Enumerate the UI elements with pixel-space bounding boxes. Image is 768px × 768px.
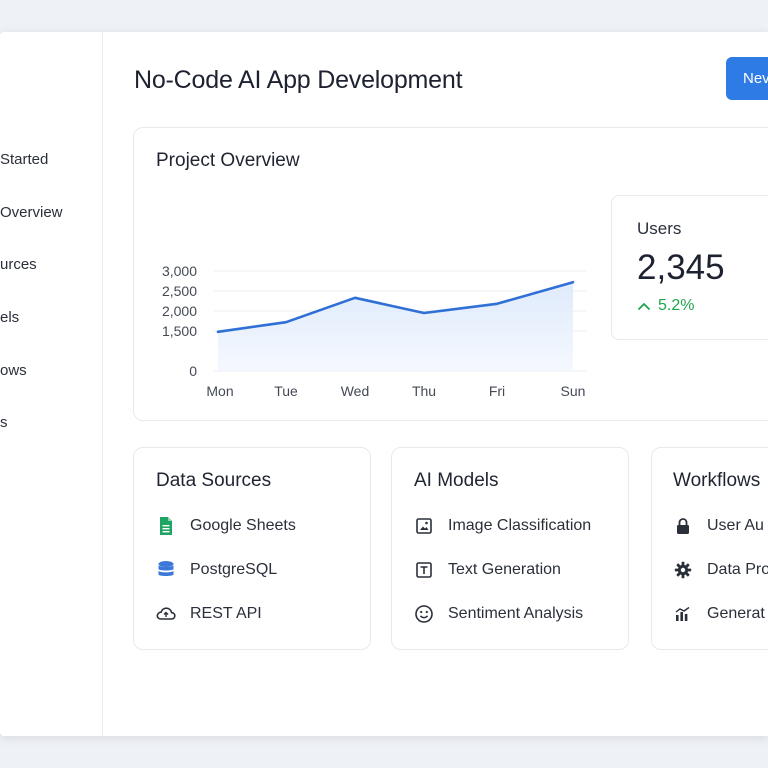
sidebar-item-overview[interactable]: Overview (0, 204, 63, 221)
gear-icon (673, 560, 693, 580)
smiley-icon (414, 604, 434, 624)
sidebar-item-models[interactable]: els (0, 309, 19, 326)
list-item-label: Google Sheets (190, 517, 296, 534)
sidebar-item-data-sources[interactable]: urces (0, 256, 37, 273)
list-item-generate-report[interactable]: Generat (673, 604, 765, 624)
data-sources-card: Data Sources Google Sheets PostgreSQL RE… (133, 447, 371, 650)
lock-icon (673, 516, 693, 536)
list-item-label: Data Pro (707, 561, 768, 578)
cloud-icon (156, 604, 176, 624)
y-tick-label: 1,500 (162, 323, 197, 339)
sidebar-item-settings[interactable]: s (0, 414, 8, 431)
series-area (218, 282, 573, 371)
y-tick-label: 2,500 (162, 283, 197, 299)
app-window: Started Overview urces els ows s No-Code… (0, 32, 768, 736)
sidebar: Started Overview urces els ows s (0, 32, 103, 736)
trend-up-icon (638, 303, 650, 310)
sidebar-item-label: urces (0, 256, 37, 273)
data-sources-title: Data Sources (156, 470, 272, 491)
list-item-rest-api[interactable]: REST API (156, 604, 262, 624)
sidebar-item-label: els (0, 309, 20, 326)
sidebar-item-getting-started[interactable]: Started (0, 151, 48, 168)
list-item-image-classification[interactable]: Image Classification (414, 516, 591, 536)
users-label: Users (637, 219, 682, 238)
list-item-label: PostgreSQL (190, 561, 278, 578)
text-icon (414, 560, 434, 580)
project-overview-card: Project Overview 0 1,500 2,000 2,500 3,000 Mo… (133, 127, 768, 421)
sidebar-item-label: ows (0, 362, 27, 379)
users-delta: 5.2% (637, 297, 694, 315)
list-item-user-auth[interactable]: User Au (673, 516, 764, 536)
list-item-label: User Au (707, 517, 764, 534)
x-tick-label: Thu (412, 383, 436, 399)
y-tick-label: 2,000 (162, 303, 197, 319)
database-icon (156, 560, 176, 580)
bar-chart-icon (673, 604, 693, 624)
line-chart: 0 1,500 2,000 2,500 3,000 Mon Tue Wed Thu Fri Sun (162, 263, 586, 399)
x-tick-label: Wed (341, 383, 370, 399)
list-item-google-sheets[interactable]: Google Sheets (156, 516, 296, 536)
ai-models-title: AI Models (414, 470, 499, 491)
list-item-label: REST API (190, 605, 262, 622)
list-item-postgresql[interactable]: PostgreSQL (156, 560, 277, 580)
users-value: 2,345 (637, 248, 725, 287)
list-item-label: Generat (707, 605, 765, 622)
overview-title: Project Overview (156, 150, 300, 171)
sidebar-item-label: Started (0, 151, 49, 168)
image-icon (414, 516, 434, 536)
workflows-title: Workflows (673, 470, 761, 491)
workflows-card: Workflows User Au Data Pro Generat (651, 447, 768, 650)
new-project-button[interactable]: Nev (726, 57, 768, 100)
list-item-label: Image Classification (448, 517, 592, 534)
list-item-label: Sentiment Analysis (448, 605, 584, 622)
x-tick-label: Mon (206, 383, 233, 399)
users-delta-value: 5.2% (658, 297, 695, 314)
x-tick-label: Fri (489, 383, 505, 399)
list-item-data-processing[interactable]: Data Pro (673, 560, 768, 580)
users-stat-card: Users 2,345 5.2% (611, 195, 768, 340)
ai-models-card: AI Models Image Classification Text Gene… (391, 447, 629, 650)
x-tick-label: Sun (561, 383, 586, 399)
sidebar-item-label: Overview (0, 204, 63, 221)
sidebar-item-label: s (0, 414, 8, 431)
list-item-label: Text Generation (448, 561, 561, 578)
y-tick-label: 3,000 (162, 263, 197, 279)
x-tick-label: Tue (274, 383, 298, 399)
list-item-sentiment-analysis[interactable]: Sentiment Analysis (414, 604, 583, 624)
page-title: No-Code AI App Development (134, 66, 463, 94)
series-line (216, 280, 575, 334)
y-tick-label: 0 (189, 363, 197, 379)
main-content: No-Code AI App Development Nev Project O… (103, 32, 768, 736)
google-sheets-icon (156, 516, 176, 536)
sidebar-item-workflows[interactable]: ows (0, 362, 27, 379)
list-item-text-generation[interactable]: Text Generation (414, 560, 561, 580)
